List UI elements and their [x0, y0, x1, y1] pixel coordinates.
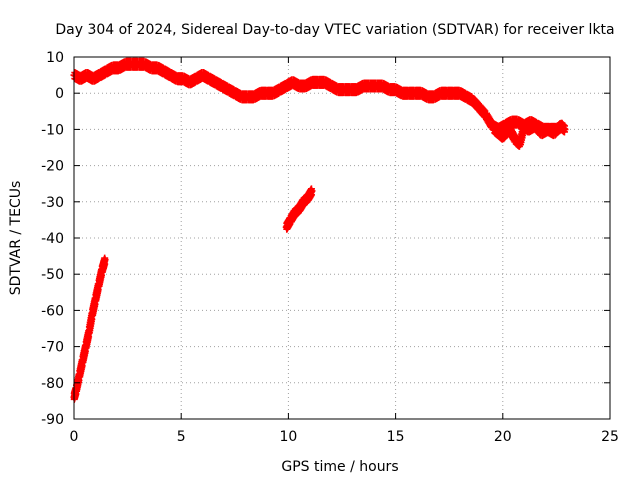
- x-tick-label: 25: [601, 429, 619, 445]
- y-axis-label: SDTVAR / TECUs: [8, 181, 24, 296]
- y-tick-label: -20: [41, 159, 64, 175]
- y-tick-label: 0: [55, 86, 64, 102]
- x-tick-label: 0: [70, 429, 79, 445]
- series-group: [70, 254, 109, 403]
- y-tick-label: 10: [46, 50, 64, 66]
- x-tick-label: 5: [177, 429, 186, 445]
- x-tick-label: 10: [279, 429, 297, 445]
- grid-lines: [74, 57, 610, 419]
- series-group: [70, 57, 567, 136]
- x-tick-label: 20: [494, 429, 512, 445]
- y-tick-label: -40: [41, 231, 64, 247]
- data-point: [561, 125, 569, 133]
- chart-title: Day 304 of 2024, Sidereal Day-to-day VTE…: [55, 22, 614, 38]
- y-tick-label: -60: [41, 303, 64, 319]
- y-tick-label: -80: [41, 376, 64, 392]
- data-point: [101, 256, 109, 264]
- y-tick-label: -10: [41, 122, 64, 138]
- axis-ticks: 0 5 10 15 20 25 10 0 -10 -20 -30 -40 -50 -60 -70 -80 -90: [41, 50, 619, 445]
- y-tick-label: -30: [41, 195, 64, 211]
- x-axis-label: GPS time / hours: [281, 459, 398, 475]
- y-tick-label: -90: [41, 412, 64, 428]
- data-point: [308, 187, 316, 195]
- data-points: [70, 57, 569, 403]
- x-tick-label: 15: [387, 429, 405, 445]
- series-group: [490, 119, 569, 150]
- y-tick-label: -70: [41, 340, 64, 356]
- series-group: [282, 185, 316, 233]
- y-tick-label: -50: [41, 267, 64, 283]
